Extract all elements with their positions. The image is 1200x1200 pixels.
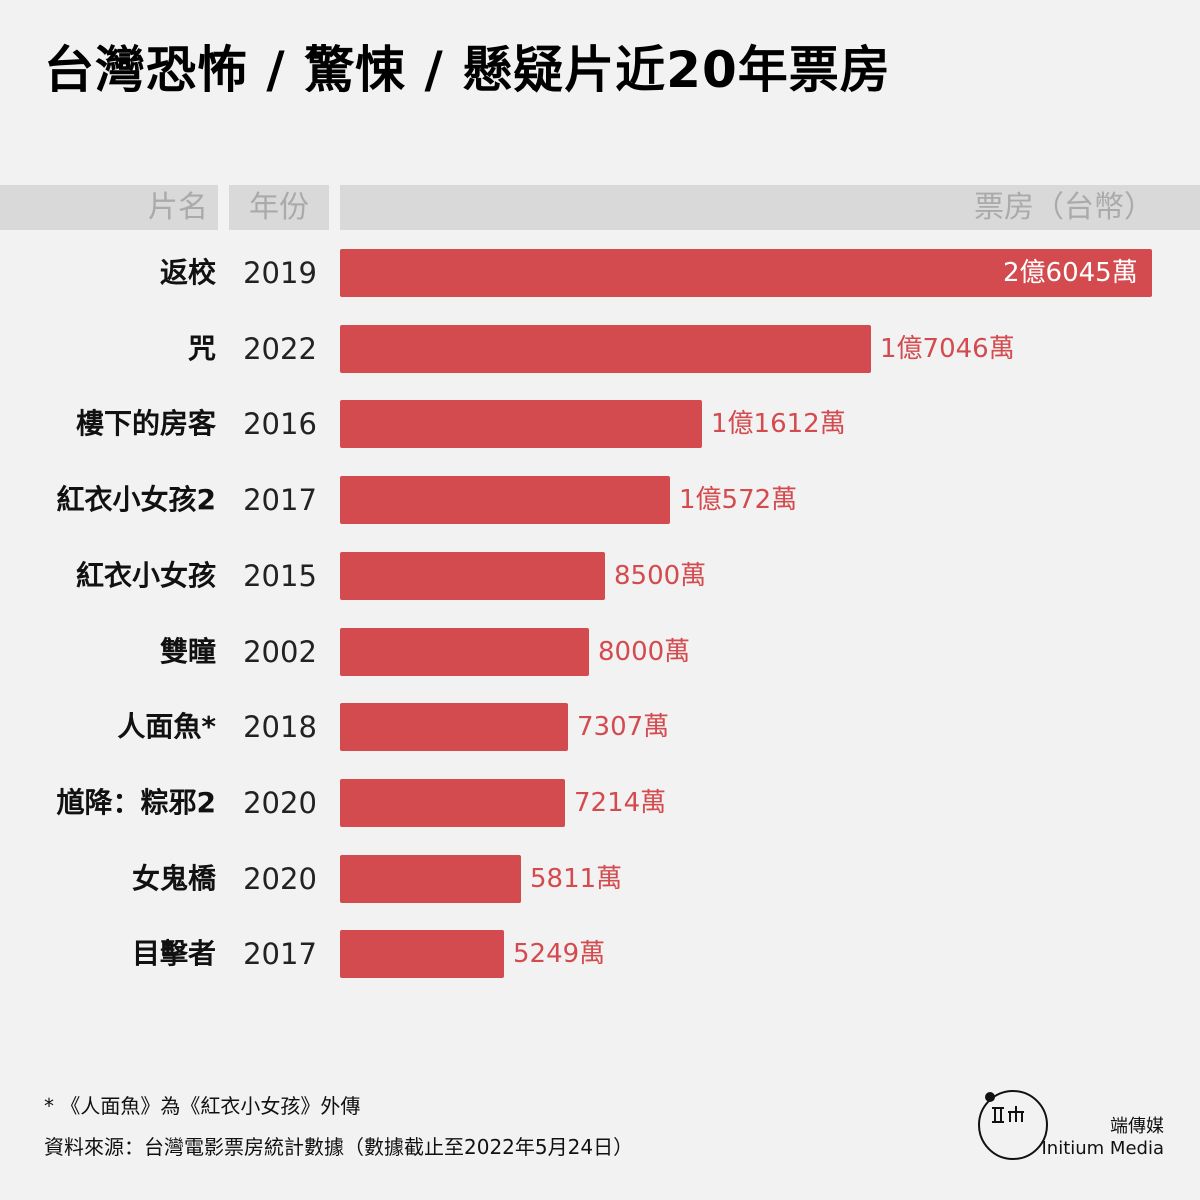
- bar-row: 紅衣小女孩2 2017 1億572萬: [0, 475, 1200, 525]
- box-office-value-label: 5811萬: [530, 863, 623, 894]
- logo-glyph-icon: [992, 1106, 1024, 1123]
- box-office-value-label: 8500萬: [614, 560, 707, 591]
- box-office-value-label: 1億7046萬: [880, 333, 1015, 364]
- box-office-bar: [340, 930, 504, 979]
- film-name-label: 紅衣小女孩2: [56, 483, 216, 517]
- header-name-column: 片名: [0, 185, 218, 230]
- film-name-label: 咒: [187, 331, 216, 365]
- bar-row: 咒 2022 1億7046萬: [0, 324, 1200, 374]
- bar-row: 目擊者 2017 5249萬: [0, 929, 1200, 979]
- film-name-label: 女鬼橋: [131, 861, 216, 895]
- box-office-bar: [340, 551, 605, 600]
- bar-row: 雙瞳 2002 8000萬: [0, 627, 1200, 677]
- film-year-label: 2002: [243, 634, 317, 669]
- box-office-bar: [340, 627, 589, 676]
- brand-name-english: Initium Media: [1041, 1138, 1164, 1159]
- box-office-value-label: 8000萬: [598, 636, 691, 667]
- box-office-value-label: 7307萬: [577, 712, 670, 743]
- box-office-value-label: 1億1612萬: [711, 409, 846, 440]
- box-office-value-label: 2億6045萬: [1003, 258, 1138, 288]
- film-year-label: 2019: [243, 256, 317, 290]
- box-office-bar: [340, 703, 568, 752]
- film-year-label: 2017: [243, 937, 317, 972]
- footnote: * 《人面魚》為《紅衣小女孩》外傳: [44, 1094, 361, 1118]
- logo-dot-icon: [985, 1092, 995, 1102]
- box-office-value-label: 1億572萬: [679, 485, 798, 516]
- bar-row: 樓下的房客 2016 1億1612萬: [0, 399, 1200, 449]
- bar-row: 返校 2019 2億6045萬: [0, 248, 1200, 298]
- initium-logo: [978, 1090, 1048, 1160]
- box-office-bar: [340, 324, 871, 373]
- film-name-label: 目擊者: [131, 937, 216, 971]
- film-year-label: 2016: [243, 407, 317, 442]
- bar-row: 女鬼橋 2020 5811萬: [0, 854, 1200, 904]
- film-year-label: 2015: [243, 558, 317, 593]
- film-name-label: 樓下的房客: [75, 407, 216, 441]
- header-box-office-column: 票房（台幣）: [340, 185, 1200, 230]
- film-year-label: 2017: [243, 483, 317, 518]
- bar-row: 馗降：粽邪2 2020 7214萬: [0, 778, 1200, 828]
- film-year-label: 2020: [243, 861, 317, 896]
- film-year-label: 2020: [243, 785, 317, 820]
- box-office-bar: [340, 400, 702, 449]
- box-office-bar: [340, 854, 521, 903]
- film-name-label: 紅衣小女孩: [75, 558, 216, 592]
- film-name-label: 馗降：粽邪2: [56, 785, 216, 819]
- bar-row: 人面魚* 2018 7307萬: [0, 702, 1200, 752]
- brand-name-chinese: 端傳媒: [1110, 1116, 1164, 1137]
- film-name-label: 返校: [159, 256, 216, 289]
- box-office-value-label: 5249萬: [513, 939, 606, 970]
- chart-title: 台灣恐怖 / 驚悚 / 懸疑片近20年票房: [44, 41, 891, 99]
- box-office-bar: [340, 778, 565, 827]
- box-office-value-label: 7214萬: [574, 787, 667, 818]
- film-name-label: 雙瞳: [159, 634, 216, 668]
- box-office-bar: [340, 249, 1152, 297]
- header-year-column: 年份: [229, 185, 329, 230]
- box-office-bar: [340, 476, 670, 525]
- film-year-label: 2022: [243, 331, 317, 366]
- bar-row: 紅衣小女孩 2015 8500萬: [0, 551, 1200, 601]
- film-year-label: 2018: [243, 710, 317, 745]
- film-name-label: 人面魚*: [117, 710, 216, 744]
- data-source: 資料來源：台灣電影票房統計數據（數據截止至2022年5月24日）: [44, 1135, 634, 1159]
